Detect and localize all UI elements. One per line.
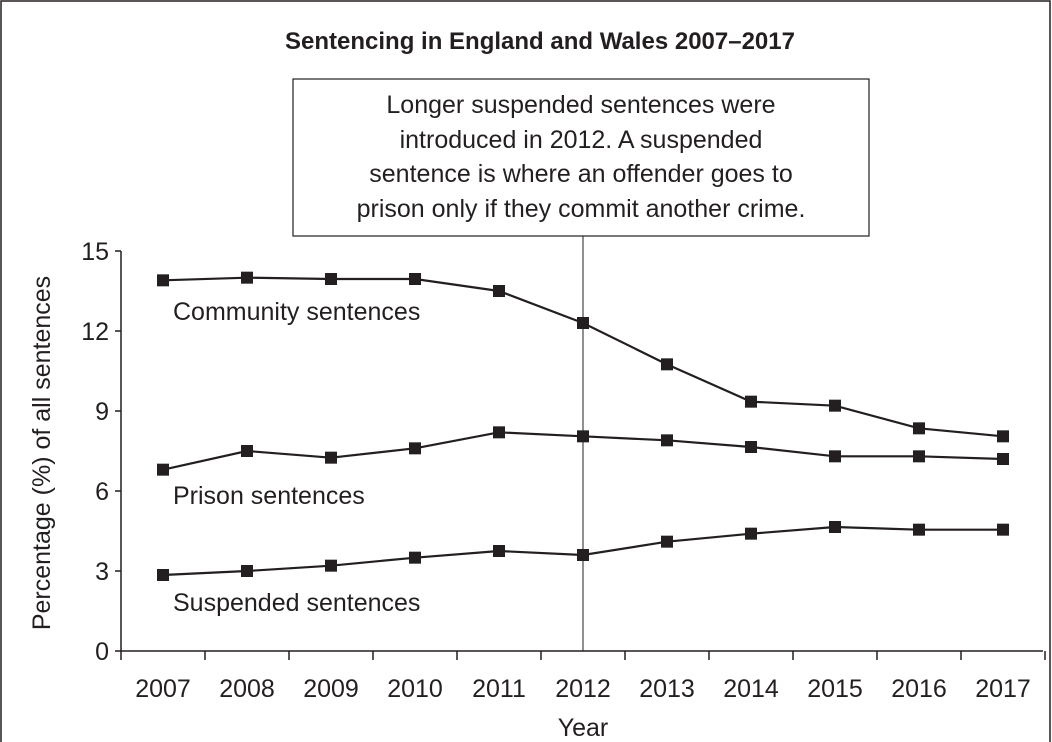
data-point-community-2011 [493, 285, 505, 297]
y-axis-label: Percentage (%) of all sentences [28, 276, 56, 630]
series-label-community: Community sentences [173, 298, 420, 326]
x-tick-label: 2015 [807, 675, 863, 703]
y-tick-label: 3 [95, 558, 109, 586]
data-point-prison-2013 [661, 434, 673, 447]
data-point-suspended-2011 [493, 545, 505, 557]
data-point-suspended-2007 [157, 569, 169, 581]
data-point-community-2010 [409, 273, 421, 285]
x-tick-label: 2011 [472, 675, 526, 703]
data-point-prison-2014 [745, 441, 757, 453]
data-point-prison-2008 [241, 445, 253, 457]
x-tick-label: 2016 [891, 675, 947, 703]
chart-title: Sentencing in England and Wales 2007–201… [285, 28, 795, 55]
data-point-prison-2015 [829, 450, 841, 463]
data-point-community-2017 [997, 430, 1009, 443]
y-tick-label: 12 [81, 318, 109, 346]
y-tick-label: 15 [81, 238, 109, 266]
series-label-prison: Prison sentences [173, 482, 365, 510]
data-point-community-2013 [661, 358, 673, 371]
x-axis-label: Year [558, 714, 609, 742]
data-point-suspended-2013 [661, 535, 673, 548]
axes: 0 3 6 9 12 15 2007 2008 2009 2010 2011 2012 2013 2014… [81, 238, 1046, 703]
annotation-text: Longer suspended sentences were introduc… [357, 91, 806, 223]
x-tick-label: 2010 [387, 675, 443, 703]
data-point-suspended-2009 [325, 559, 337, 572]
data-point-community-2014 [745, 395, 757, 408]
data-point-prison-2009 [325, 451, 337, 464]
data-point-community-2016 [913, 422, 925, 435]
x-tick-label: 2009 [303, 675, 359, 703]
data-point-suspended-2015 [829, 521, 841, 533]
data-point-prison-2007 [157, 463, 169, 476]
annotation-line-4: prison only if they commit another crime… [357, 195, 806, 223]
data-point-suspended-2010 [409, 551, 421, 564]
data-point-suspended-2016 [913, 523, 925, 536]
data-point-suspended-2014 [745, 527, 757, 540]
annotation-box [292, 78, 870, 237]
x-tick-label: 2012 [555, 675, 611, 703]
data-point-prison-2016 [913, 450, 925, 463]
x-tick-label: 2007 [135, 675, 191, 703]
x-tick-label: 2013 [639, 675, 695, 703]
annotation-line-3: sentence is where an offender goes to [369, 160, 792, 188]
data-point-prison-2011 [493, 426, 505, 439]
y-tick-label: 9 [95, 398, 109, 426]
data-point-prison-2010 [409, 442, 421, 455]
x-tick-label: 2008 [219, 675, 275, 703]
data-point-community-2015 [829, 399, 841, 412]
y-tick-label: 0 [95, 638, 109, 666]
data-point-community-2007 [157, 274, 169, 287]
data-point-community-2008 [241, 271, 253, 284]
x-tick-label: 2014 [723, 675, 779, 703]
data-point-community-2009 [325, 273, 337, 285]
y-tick-label: 6 [95, 478, 109, 506]
data-point-prison-2017 [997, 453, 1009, 465]
annotation-line-1: Longer suspended sentences were [386, 91, 775, 119]
annotation-line-2: introduced in 2012. A suspended [400, 126, 763, 154]
data-point-suspended-2017 [997, 523, 1009, 536]
series-label-suspended: Suspended sentences [173, 589, 420, 617]
x-tick-label: 2017 [975, 675, 1031, 703]
data-point-suspended-2008 [241, 565, 253, 577]
